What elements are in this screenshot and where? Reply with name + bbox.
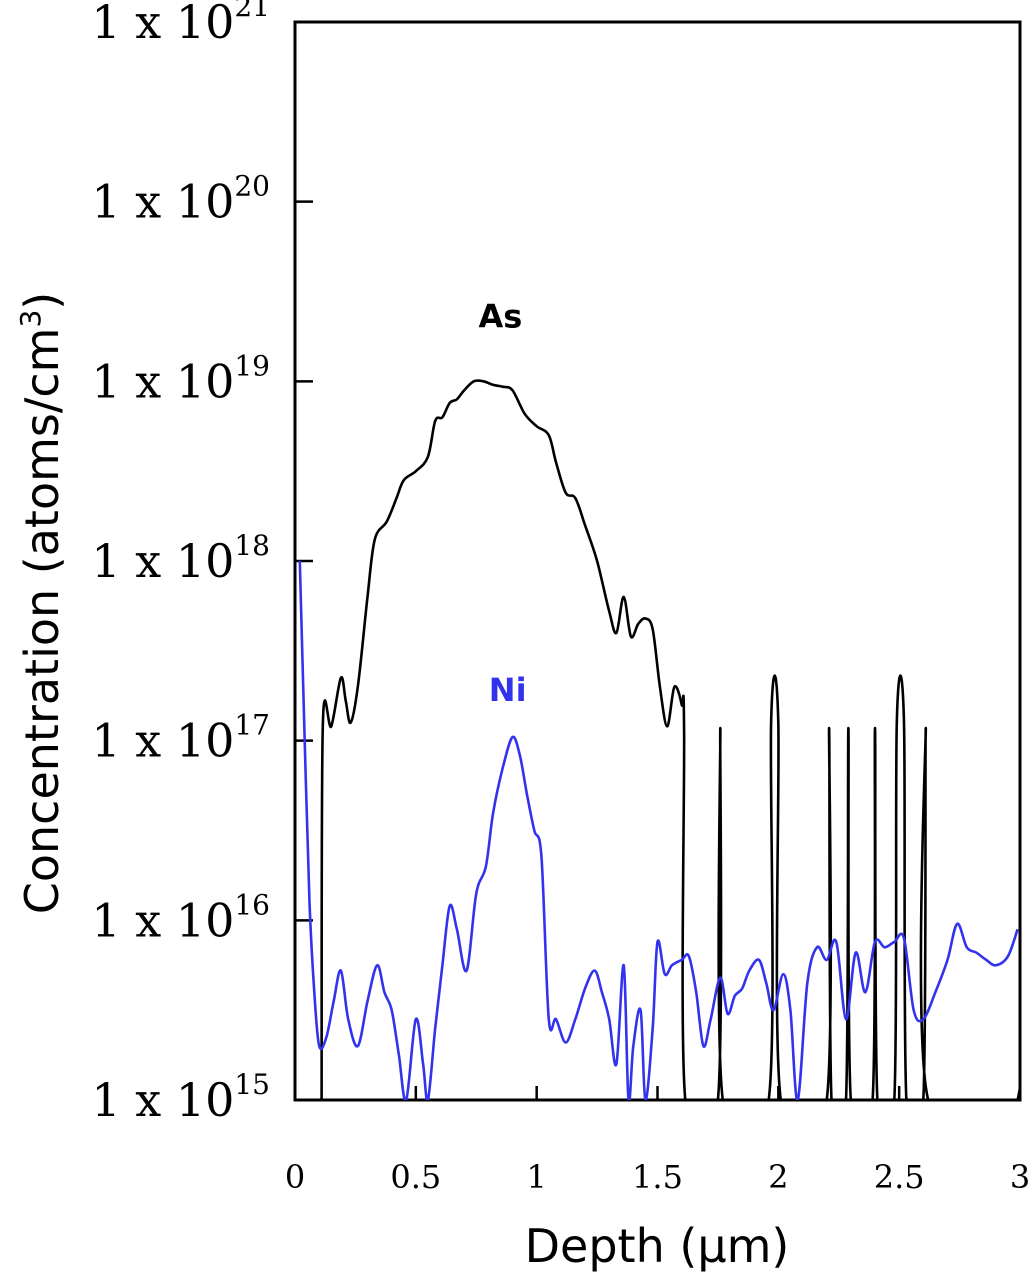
y-axis-title-main: Concentration (atoms/cm: [15, 328, 69, 915]
x-axis-ticks: 0 0.5 1 1.5 2 2.5 3: [285, 1086, 1030, 1196]
x-tick-label: 1: [526, 1158, 546, 1196]
x-tick-label: 0.5: [390, 1158, 441, 1196]
x-tick-label: 2.5: [874, 1158, 925, 1196]
series-label-as: As: [479, 297, 523, 335]
y-tick-label-exponent: 16: [234, 888, 270, 921]
series-line-ni: [298, 560, 1019, 1100]
y-axis-title: Concentration (atoms/cm3): [14, 292, 69, 915]
y-tick-label: 1 x 1017: [91, 709, 270, 768]
y-tick-label: 1 x 1021: [91, 0, 270, 49]
y-tick-label-base: 1 x 10: [91, 354, 234, 408]
y-tick-label: 1 x 1018: [91, 529, 270, 588]
y-tick-label: 1 x 1016: [91, 888, 270, 947]
series-label-ni: Ni: [489, 671, 527, 709]
y-tick-label-base: 1 x 10: [91, 714, 234, 768]
y-tick-label-base: 1 x 10: [91, 893, 234, 947]
y-tick-label-exponent: 19: [234, 349, 270, 382]
series-lines: [298, 379, 1020, 1100]
y-tick-label-base: 1 x 10: [91, 175, 234, 229]
x-tick-label: 1.5: [632, 1158, 683, 1196]
y-axis-title-close: ): [15, 292, 69, 310]
x-tick-label: 0: [285, 1158, 305, 1196]
plot-frame: [293, 20, 1022, 1102]
y-tick-label-exponent: 18: [234, 529, 270, 562]
y-tick-label-exponent: 17: [234, 709, 270, 742]
x-tick-label: 2: [768, 1158, 788, 1196]
y-tick-label-exponent: 21: [234, 0, 270, 23]
series-line-as: [320, 379, 1020, 1100]
x-axis-title: Depth (μm): [525, 1219, 790, 1273]
y-tick-label-exponent: 20: [234, 170, 270, 203]
y-tick-label: 1 x 1019: [91, 349, 270, 408]
y-tick-label-base: 1 x 10: [91, 0, 234, 49]
x-tick-label: 3: [1010, 1158, 1030, 1196]
y-tick-label: 1 x 1020: [91, 170, 270, 229]
y-tick-label-base: 1 x 10: [91, 1073, 234, 1127]
series-labels: As Ni: [479, 297, 527, 709]
y-tick-label-exponent: 15: [234, 1068, 270, 1101]
y-tick-label: 1 x 1015: [91, 1068, 270, 1127]
plot-area-border: [293, 20, 1022, 1102]
y-axis-title-superscript: 3: [14, 310, 47, 328]
y-tick-label-base: 1 x 10: [91, 534, 234, 588]
